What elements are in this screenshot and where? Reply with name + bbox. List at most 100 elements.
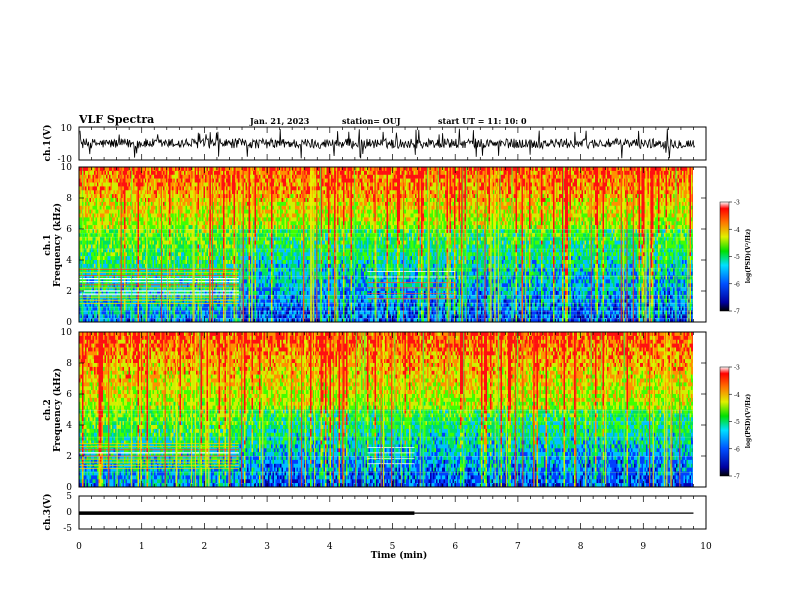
spectrogram-cell	[134, 194, 137, 199]
spectrogram-cell	[167, 256, 170, 261]
spectrogram-cell	[188, 302, 191, 307]
spectrogram-cell	[211, 248, 213, 253]
spectrogram-cell	[205, 318, 207, 322]
spectrogram-cell	[188, 229, 191, 234]
spectrogram-cell	[158, 318, 161, 322]
spectrogram-cell	[221, 318, 224, 322]
spectrogram-cell	[185, 263, 188, 268]
spectrogram-cell	[161, 263, 164, 268]
spectrogram-cell	[182, 201, 185, 206]
spectrogram-cell	[125, 225, 128, 230]
spectrogram-cell	[116, 167, 119, 172]
spectrogram-cell	[130, 182, 132, 187]
spectrogram-cell	[163, 167, 165, 172]
spectrogram-cell	[190, 225, 192, 230]
spectrogram-cell	[134, 209, 137, 214]
spectrogram-cell	[130, 194, 132, 199]
spectrogram-cell	[94, 186, 96, 191]
spectrogram-cell	[211, 170, 213, 175]
spectrogram-cell	[202, 302, 204, 307]
spectrogram-cell	[97, 271, 99, 276]
spectrogram-cell	[155, 232, 158, 237]
spectrogram-cell	[161, 198, 164, 203]
spectrogram-cell	[232, 221, 234, 226]
spectrogram-cell	[169, 174, 171, 179]
spectrogram-cell	[106, 248, 108, 253]
spectrogram-cell	[83, 314, 86, 319]
spectrogram-cell	[140, 248, 143, 253]
spectrogram-cell	[203, 190, 206, 195]
spectrogram-cell	[181, 318, 183, 322]
spectrogram-cell	[137, 174, 140, 179]
spectrogram-cell	[92, 260, 95, 265]
spectrogram-cell	[112, 229, 114, 234]
spectrogram-cell	[166, 174, 168, 179]
spectrogram-cell	[134, 221, 137, 226]
spectrogram-cell	[127, 232, 129, 237]
spectrogram-cell	[158, 225, 161, 230]
spectrogram-cell	[253, 225, 255, 230]
spectrogram-cell	[104, 260, 107, 265]
spectrogram-cell	[115, 263, 117, 268]
spectrogram-cell	[86, 198, 89, 203]
spectrogram-cell	[259, 186, 261, 191]
spectrogram-cell	[244, 248, 246, 253]
spectrogram-cell	[91, 205, 93, 210]
spectrogram-cell	[142, 167, 144, 172]
spectrogram-cell	[113, 240, 116, 245]
spectrogram-cell	[80, 318, 83, 322]
spectrogram-cell	[188, 256, 191, 261]
spectrogram-cell	[214, 271, 216, 276]
spectrogram-cell	[124, 310, 126, 315]
spectrogram-cell	[178, 186, 180, 191]
spectrogram-cell	[124, 318, 126, 322]
spectrogram-cell	[226, 167, 228, 172]
spectrogram-cell	[110, 240, 113, 245]
spectrogram-cell	[119, 198, 122, 203]
spectrogram-cell	[260, 310, 263, 315]
spectrogram-cell	[157, 283, 159, 288]
spectrogram-cell	[203, 302, 206, 307]
spectrogram-cell	[182, 271, 185, 276]
spectrogram-cell	[218, 271, 221, 276]
spectrogram-cell	[230, 248, 233, 253]
spectrogram-cell	[80, 248, 83, 253]
spectrogram-cell	[124, 256, 126, 261]
spectrogram-cell	[233, 217, 236, 222]
spectrogram-cell	[178, 190, 180, 195]
spectrogram-cell	[143, 198, 146, 203]
spectrogram-cell	[115, 194, 117, 199]
spectrogram-cell	[133, 186, 135, 191]
spectrogram-cell	[136, 217, 138, 222]
spectrogram-cell	[95, 225, 98, 230]
spectrogram-cell	[172, 232, 174, 237]
spectrogram-cell	[214, 318, 216, 322]
spectrogram-cell	[250, 275, 252, 280]
spectrogram-cell	[179, 263, 182, 268]
spectrogram-cell	[130, 209, 132, 214]
spectrogram-cell	[124, 314, 126, 319]
spectrogram-cell	[202, 190, 204, 195]
spectrogram-cell	[112, 190, 114, 195]
spectrogram-cell	[223, 310, 225, 315]
spectrogram-cell	[190, 260, 192, 265]
spectrogram-cell	[130, 190, 132, 195]
spectrogram-cell	[188, 275, 191, 280]
spectrogram-cell	[203, 256, 206, 261]
spectrogram-cell	[160, 198, 162, 203]
spectrogram-cell	[134, 167, 137, 172]
spectrogram-cell	[211, 302, 213, 307]
spectrogram-cell	[128, 190, 131, 195]
spectrogram-cell	[247, 194, 249, 199]
spectrogram-cell	[239, 263, 242, 268]
spectrogram-cell	[175, 298, 177, 303]
spectrogram-cell	[119, 178, 122, 183]
spectrogram-cell	[92, 287, 95, 292]
spectrogram-cell	[257, 314, 260, 319]
spectrogram-cell	[95, 314, 98, 319]
spectrogram-cell	[187, 240, 189, 245]
spectrogram-cell	[245, 213, 248, 218]
spectrogram-cell	[91, 174, 93, 179]
spectrogram-cell	[164, 267, 167, 272]
